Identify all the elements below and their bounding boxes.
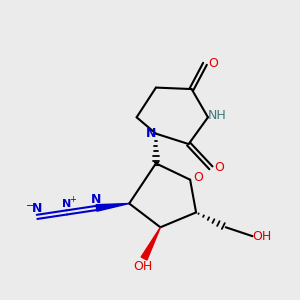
Polygon shape <box>96 203 129 211</box>
Text: N: N <box>91 193 102 206</box>
Text: N: N <box>146 127 156 140</box>
Text: O: O <box>208 57 218 70</box>
Text: NH: NH <box>208 109 226 122</box>
Text: N: N <box>32 202 42 215</box>
Text: OH: OH <box>252 230 271 243</box>
Text: −: − <box>26 201 34 211</box>
Text: O: O <box>193 171 203 184</box>
Text: OH: OH <box>133 260 152 273</box>
Text: O: O <box>214 161 224 174</box>
Text: +: + <box>69 195 76 204</box>
Text: N: N <box>62 199 71 209</box>
Polygon shape <box>141 227 160 260</box>
